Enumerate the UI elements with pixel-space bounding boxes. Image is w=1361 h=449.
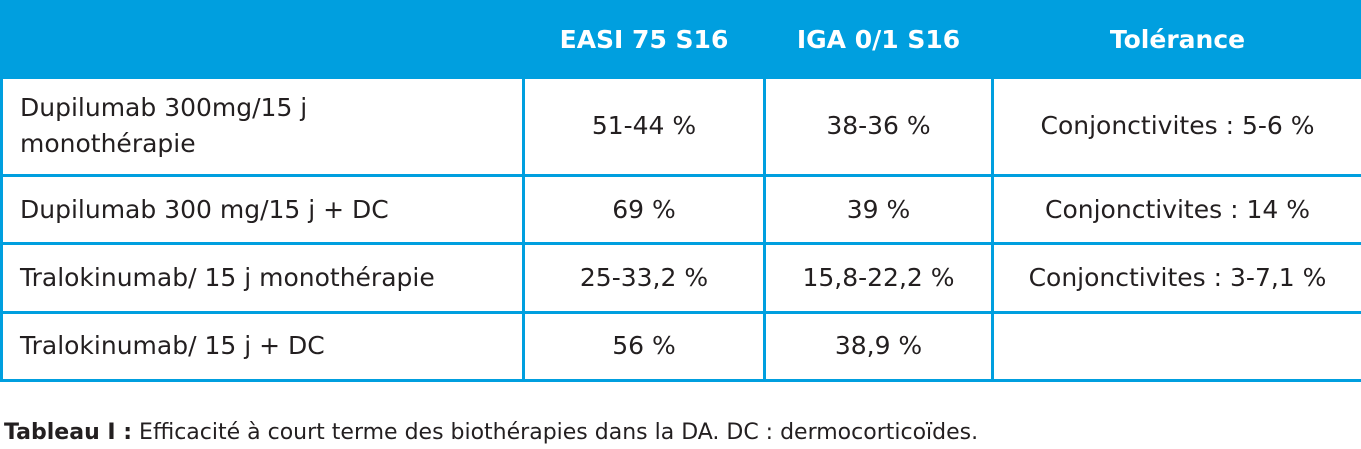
tolerance-cell: Conjonctivites : 3-7,1 % — [991, 242, 1361, 314]
iga-cell: 39 % — [763, 173, 994, 246]
tolerance-cell — [991, 310, 1361, 383]
easi-cell: 56 % — [522, 310, 766, 383]
treatment-cell: Tralokinumab/ 15 j monothérapie — [0, 242, 525, 314]
results-table: EASI 75 S16 IGA 0/1 S16 Tolérance Dupilu… — [0, 0, 1361, 383]
table-row: Dupilumab 300mg/15 j monothérapie 51-44 … — [0, 76, 1361, 177]
table-caption: Tableau I : Efficacité à court terme des… — [4, 420, 978, 445]
easi-cell: 69 % — [522, 173, 766, 246]
header-cell-tolerance: Tolérance — [991, 0, 1361, 79]
tolerance-cell: Conjonctivites : 14 % — [991, 173, 1361, 246]
treatment-cell: Dupilumab 300 mg/15 j + DC — [0, 173, 525, 246]
iga-cell: 38,9 % — [763, 310, 994, 383]
caption-label: Tableau I : — [4, 420, 133, 445]
header-cell-empty — [0, 0, 525, 79]
table-row: Tralokinumab/ 15 j + DC 56 % 38,9 % — [0, 310, 1361, 383]
table-header-row: EASI 75 S16 IGA 0/1 S16 Tolérance — [0, 0, 1361, 79]
table-row: Dupilumab 300 mg/15 j + DC 69 % 39 % Con… — [0, 173, 1361, 246]
tolerance-cell: Conjonctivites : 5-6 % — [991, 76, 1361, 177]
easi-cell: 25-33,2 % — [522, 242, 766, 314]
iga-cell: 38-36 % — [763, 76, 994, 177]
header-cell-easi: EASI 75 S16 — [522, 0, 766, 79]
iga-cell: 15,8-22,2 % — [763, 242, 994, 314]
header-cell-iga: IGA 0/1 S16 — [763, 0, 994, 79]
easi-cell: 51-44 % — [522, 76, 766, 177]
treatment-cell: Tralokinumab/ 15 j + DC — [0, 310, 525, 383]
treatment-cell: Dupilumab 300mg/15 j monothérapie — [0, 76, 525, 177]
caption-text: Efficacité à court terme des biothérapie… — [132, 420, 979, 445]
table-row: Tralokinumab/ 15 j monothérapie 25-33,2 … — [0, 242, 1361, 314]
